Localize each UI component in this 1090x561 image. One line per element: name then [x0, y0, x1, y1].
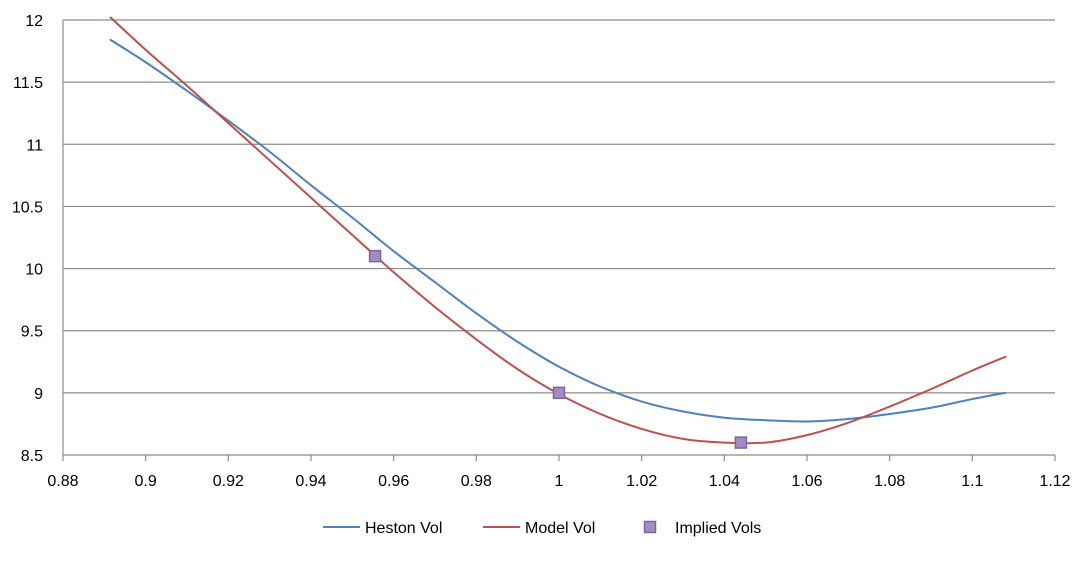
y-tick-label: 9	[34, 386, 43, 403]
axes: 8.5 9 9.5 10 10.5 11 11.5 12 0.88 0.9 0.92 0.94 0.96…	[12, 13, 1071, 490]
y-tick-label: 9.5	[21, 324, 43, 341]
x-tick-label: 0.92	[213, 473, 244, 490]
x-tick-label: 1.02	[626, 473, 657, 490]
series-group	[109, 16, 1007, 449]
model-vol-line	[109, 16, 1007, 445]
x-tick-label: 1.04	[709, 473, 740, 490]
legend: Heston Vol Model Vol Implied Vols	[323, 520, 761, 537]
implied-vols-point	[552, 386, 566, 400]
x-tick-label: 0.88	[47, 473, 78, 490]
y-tick-label: 8.5	[21, 448, 43, 465]
x-tick-label: 1.12	[1039, 473, 1070, 490]
heston-vol-line	[109, 38, 1007, 423]
y-tick-label: 10.5	[12, 199, 43, 216]
y-tick-label: 11.5	[13, 75, 43, 92]
x-tick-label: 0.9	[135, 473, 157, 490]
x-tick-label: 1	[555, 473, 564, 490]
y-tick-label: 10	[25, 262, 43, 279]
x-tick-label: 0.98	[461, 473, 492, 490]
x-tick-label: 1.1	[961, 473, 983, 490]
legend-label-heston-vol: Heston Vol	[365, 520, 442, 537]
implied-vols-point	[734, 436, 748, 449]
grid-lines	[63, 19, 1055, 456]
x-tick-label: 1.06	[791, 473, 822, 490]
legend-label-implied-vols: Implied Vols	[675, 520, 761, 537]
y-tick-label: 12	[25, 13, 43, 30]
legend-label-model-vol: Model Vol	[525, 520, 595, 537]
legend-swatch-implied-vols	[643, 520, 657, 534]
y-tick-label: 11	[26, 137, 43, 154]
x-tick-label: 0.96	[378, 473, 409, 490]
implied-vols-point	[368, 249, 382, 263]
x-tick-label: 1.08	[874, 473, 905, 490]
x-tick-label: 0.94	[295, 473, 326, 490]
